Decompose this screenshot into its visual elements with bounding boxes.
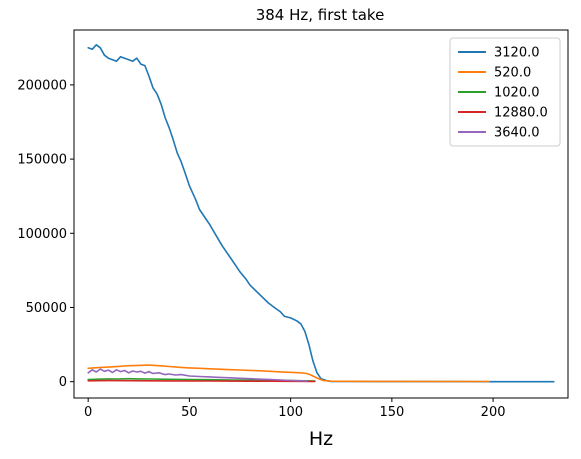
series-line-4 <box>87 368 308 382</box>
x-tick-label: 0 <box>84 405 92 420</box>
y-tick-label: 0 <box>59 375 67 390</box>
x-tick-label: 200 <box>481 405 506 420</box>
x-tick-label: 100 <box>278 405 303 420</box>
x-tick-label: 50 <box>181 405 198 420</box>
legend: 3120.0 520.0 1020.0 12880.0 3640.0 <box>449 37 561 147</box>
x-tick-label: 150 <box>379 405 404 420</box>
legend-box <box>449 37 561 147</box>
y-tick-label: 200000 <box>17 78 67 93</box>
chart-title: 384 Hz, first take <box>256 6 385 24</box>
plot-area <box>87 44 555 383</box>
x-axis: 0 50 100 150 200 <box>84 398 506 420</box>
y-tick-label: 50000 <box>26 301 67 316</box>
legend-label-1: 520.0 <box>494 66 531 81</box>
x-axis-label: Hz <box>309 428 333 450</box>
series-line-1 <box>87 364 490 383</box>
legend-label-4: 3640.0 <box>494 126 540 141</box>
legend-label-3: 12880.0 <box>494 106 548 121</box>
y-tick-label: 150000 <box>17 153 67 168</box>
y-tick-label: 100000 <box>17 227 67 242</box>
y-axis: 0 50000 100000 150000 200000 <box>17 78 74 390</box>
legend-label-0: 3120.0 <box>494 46 540 61</box>
axes-frame <box>73 29 569 399</box>
legend-label-2: 1020.0 <box>494 86 540 101</box>
series-line-0 <box>87 44 555 383</box>
